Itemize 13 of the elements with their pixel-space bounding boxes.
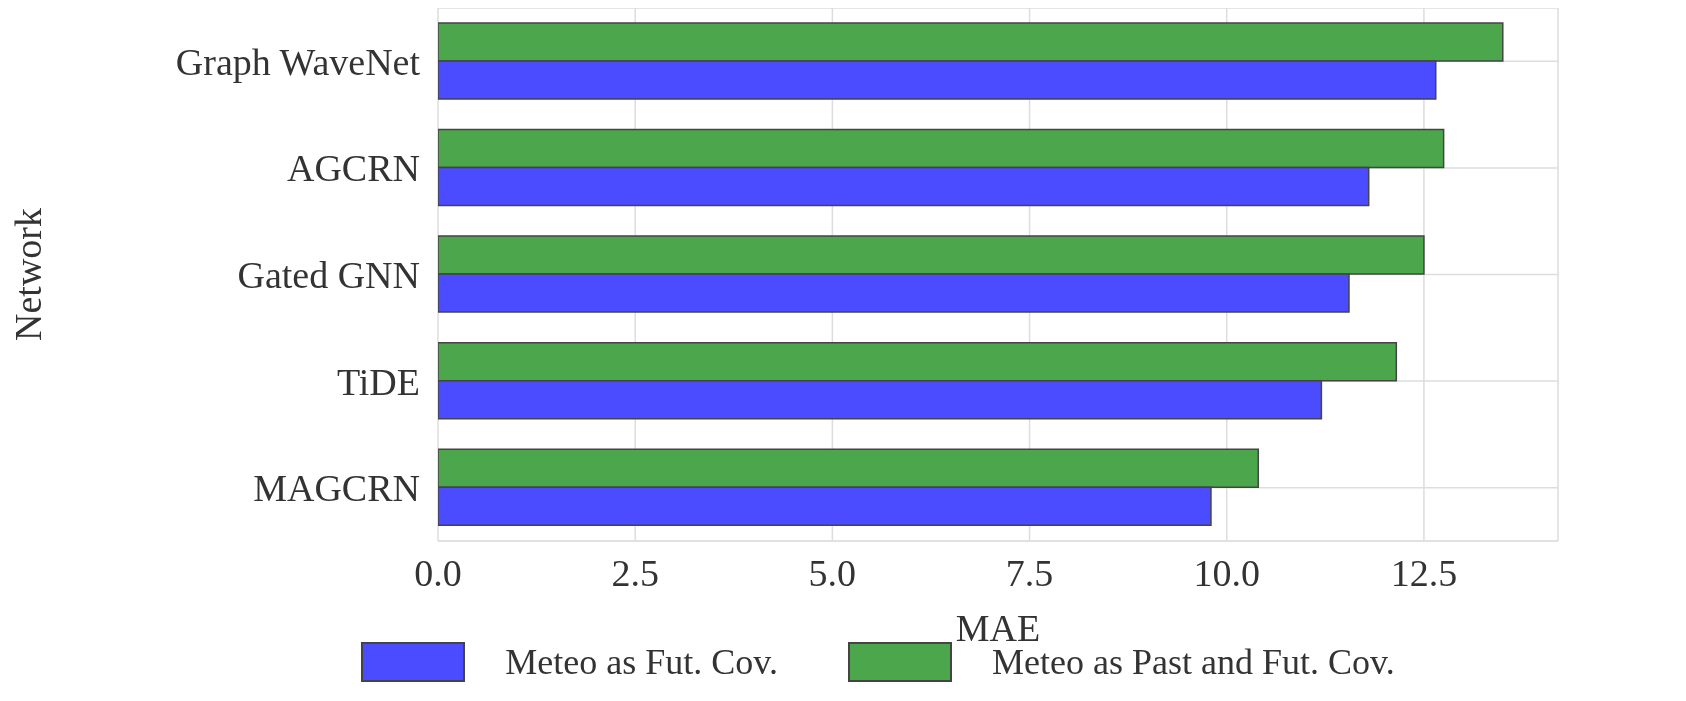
x-tick-label: 7.5 — [1005, 551, 1054, 594]
x-tick-label: 0.0 — [414, 551, 462, 594]
legend-label: Meteo as Fut. Cov. — [505, 641, 778, 683]
x-tick-label: 12.5 — [1390, 551, 1458, 594]
y-tick-label: AGCRN — [286, 147, 420, 190]
x-tick-label: 5.0 — [808, 551, 857, 594]
y-tick-label: Graph WaveNet — [175, 40, 421, 83]
y-tick-label: MAGCRN — [253, 467, 420, 510]
y-tick-label: TiDE — [336, 360, 420, 403]
x-tick-label: 2.5 — [611, 551, 659, 594]
y-axis-title: Network — [7, 208, 50, 341]
x-tick-label: 10.0 — [1193, 551, 1260, 594]
y-tick-label: Gated GNN — [237, 253, 420, 296]
